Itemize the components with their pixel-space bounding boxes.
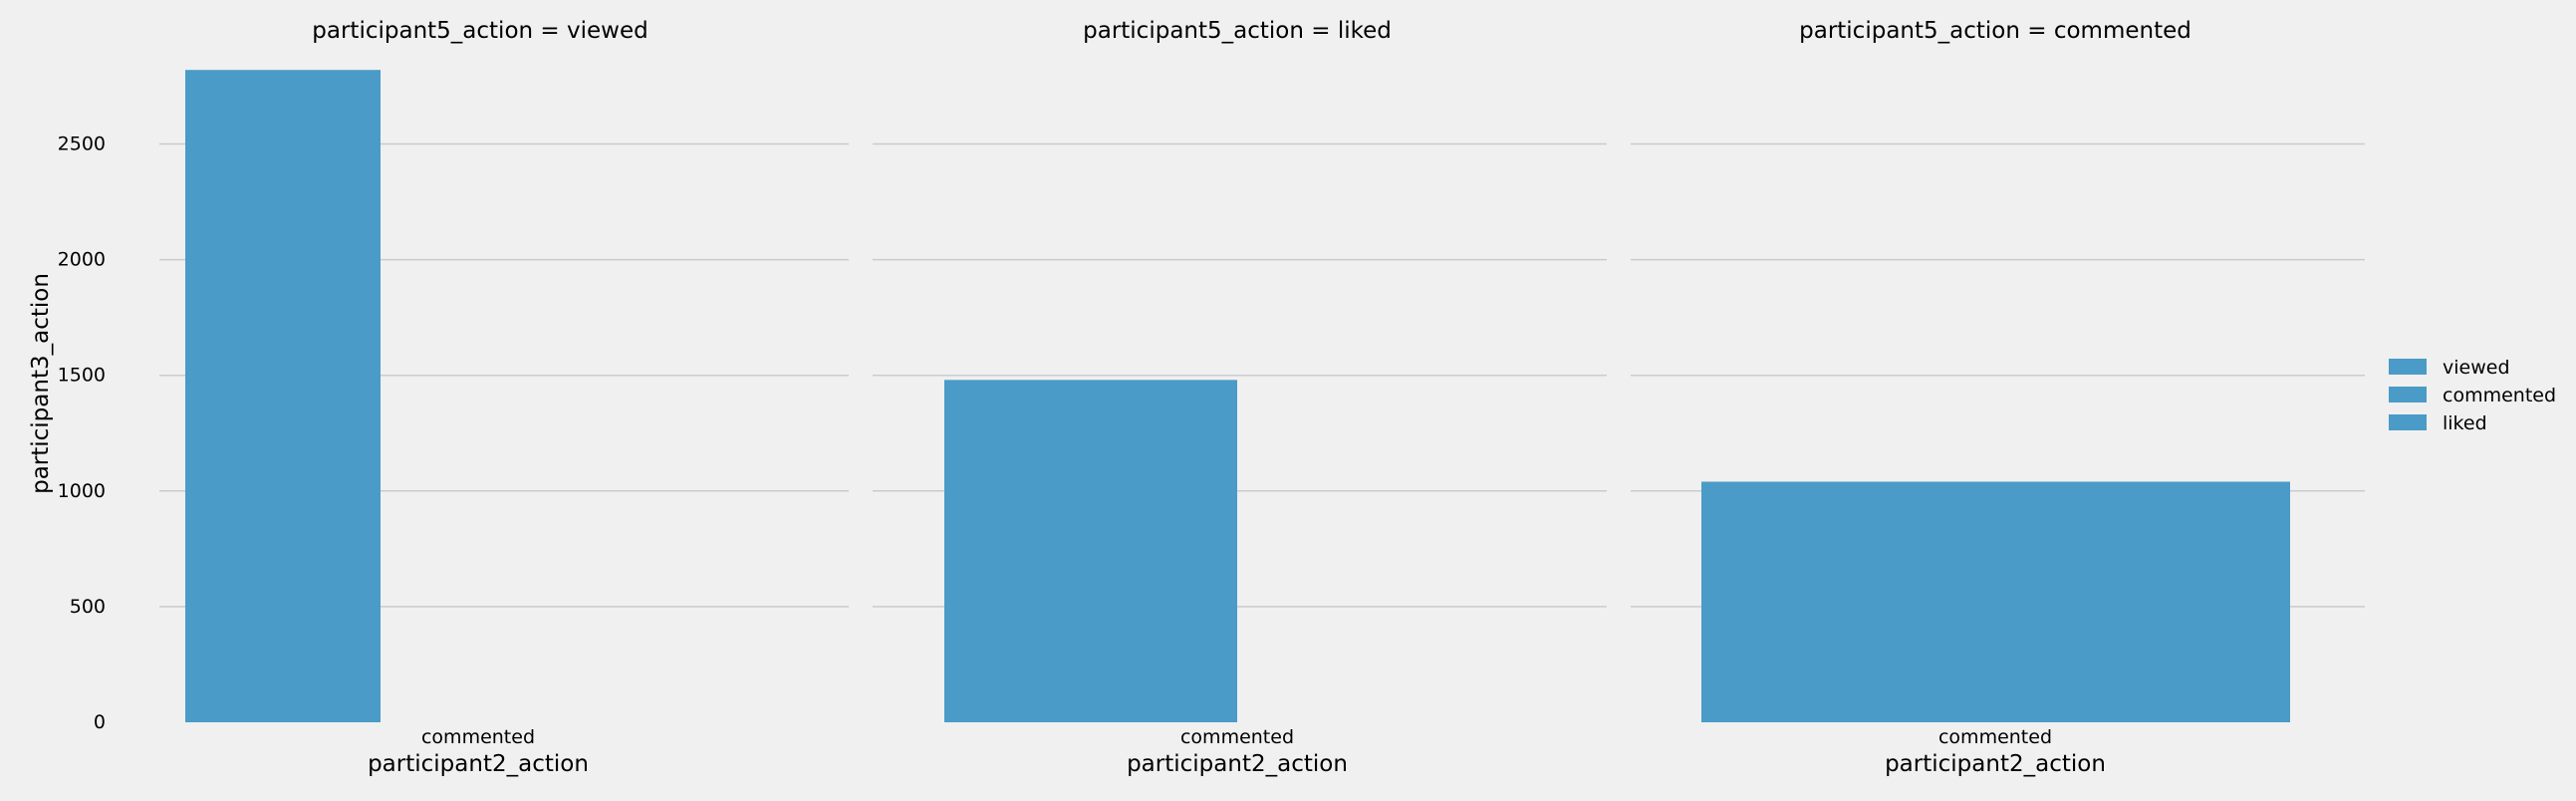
y-tick-label: 2500 — [58, 133, 106, 154]
panel-title: participant5_action = viewed — [312, 18, 647, 44]
x-axis-label: participant2_action — [368, 751, 589, 777]
y-tick-label: 2000 — [58, 249, 106, 271]
x-axis-label: participant2_action — [1127, 751, 1348, 777]
legend-label: liked — [2443, 412, 2487, 434]
y-tick-label: 500 — [70, 596, 106, 618]
panel-title: participant5_action = commented — [1799, 18, 2191, 44]
legend-label: commented — [2443, 385, 2556, 406]
bar — [185, 70, 381, 722]
y-axis-label: participant3_action — [28, 273, 54, 494]
y-tick-label: 1500 — [58, 365, 106, 387]
x-tick-label: commented — [1938, 726, 2052, 748]
legend-swatch — [2389, 414, 2427, 430]
x-tick-label: commented — [421, 726, 535, 748]
x-tick-label: commented — [1180, 726, 1294, 748]
bar — [944, 380, 1237, 722]
y-tick-label: 0 — [94, 711, 106, 733]
legend-label: viewed — [2443, 357, 2510, 379]
x-axis-label: participant2_action — [1885, 751, 2106, 777]
legend-swatch — [2389, 359, 2427, 375]
y-tick-label: 1000 — [58, 480, 106, 502]
legend-swatch — [2389, 387, 2427, 402]
panel-title: participant5_action = liked — [1083, 18, 1392, 44]
bar — [1701, 481, 2290, 722]
